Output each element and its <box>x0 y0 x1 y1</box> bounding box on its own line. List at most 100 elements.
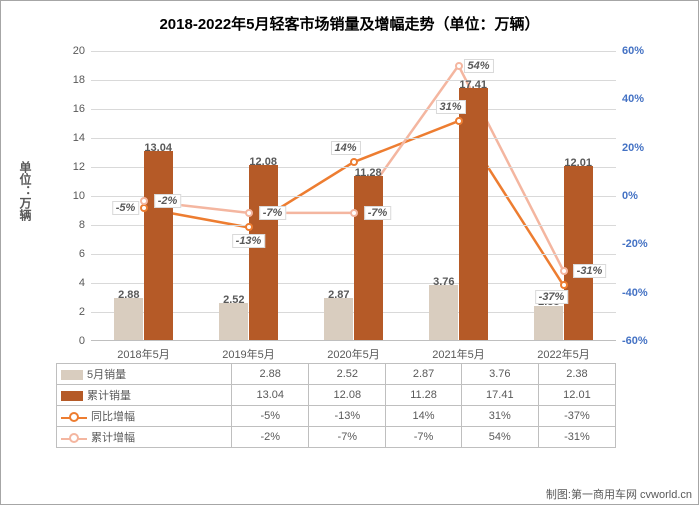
ytick-left: 16 <box>73 103 85 115</box>
legend-label: 5月销量 <box>87 369 126 381</box>
table-cell: 12.08 <box>309 385 386 406</box>
table-cell: 2.87 <box>386 364 461 385</box>
table-cell: 12.01 <box>538 385 615 406</box>
table-cell: 13.04 <box>232 385 309 406</box>
table-row: 同比增幅-5%-13%14%31%-37% <box>57 406 616 427</box>
bar-label: 13.04 <box>144 142 172 154</box>
table-cell: 3.76 <box>461 364 538 385</box>
legend-label: 累计销量 <box>87 390 131 402</box>
bar-label: 2.52 <box>223 294 244 306</box>
ytick-right: -20% <box>622 238 648 250</box>
bar-label: 12.08 <box>249 156 277 168</box>
point-label: -13% <box>232 234 266 248</box>
point-label: -31% <box>573 264 607 278</box>
marker-cum_yoy <box>245 209 253 217</box>
point-label: -2% <box>154 194 182 208</box>
table-row: 5月销量 2.882.522.873.762.38 <box>57 364 616 385</box>
ytick-left: 0 <box>79 335 85 347</box>
xtick: 2021年5月 <box>432 346 485 362</box>
legend-line-icon <box>61 433 87 443</box>
y-axis-left-label: 单位：万辆 <box>17 161 34 221</box>
bar-label: 17.41 <box>459 79 487 91</box>
bar-may_sales <box>114 298 143 340</box>
table-cell: 11.28 <box>386 385 461 406</box>
marker-cum_yoy <box>455 62 463 70</box>
legend-label: 累计增幅 <box>91 432 135 444</box>
table-cell: 2.88 <box>232 364 309 385</box>
legend-line-icon <box>61 412 87 422</box>
bar-cum_sales <box>249 165 278 340</box>
y-axis-left-label-wrap: 单位：万辆 <box>17 161 34 226</box>
ytick-left: 10 <box>73 190 85 202</box>
table-cell: 31% <box>461 406 538 427</box>
ytick-right: 20% <box>622 142 644 154</box>
bar-may_sales <box>324 298 353 340</box>
ytick-right: 0% <box>622 190 638 202</box>
xtick: 2018年5月 <box>117 346 170 362</box>
credit-text: 制图:第一商用车网 cvworld.cn <box>546 486 692 502</box>
chart-area: 02468101214161820-60%-40%-20%0%20%40%60%… <box>91 51 616 341</box>
ytick-left: 20 <box>73 45 85 57</box>
ytick-right: -40% <box>622 287 648 299</box>
marker-yoy <box>245 223 253 231</box>
xtick: 2020年5月 <box>327 346 380 362</box>
ytick-left: 12 <box>73 161 85 173</box>
point-label: -7% <box>259 206 287 220</box>
point-label: -37% <box>535 290 569 304</box>
ytick-left: 14 <box>73 132 85 144</box>
ytick-right: 40% <box>622 93 644 105</box>
bar-label: 3.76 <box>433 276 454 288</box>
bar-cum_sales <box>564 166 593 340</box>
bar-label: 2.88 <box>118 289 139 301</box>
bar-cum_sales <box>354 176 383 340</box>
ytick-right: 60% <box>622 45 644 57</box>
table-cell: 2.52 <box>309 364 386 385</box>
bar-label: 12.01 <box>564 157 592 169</box>
table-cell: -37% <box>538 406 615 427</box>
chart-title: 2018-2022年5月轻客市场销量及增幅走势（单位：万辆） <box>1 1 698 34</box>
ytick-left: 4 <box>79 277 85 289</box>
table-cell: -2% <box>232 427 309 448</box>
gridline <box>91 51 616 52</box>
bar-may_sales <box>219 303 248 340</box>
legend-label: 同比增幅 <box>91 411 135 423</box>
point-label: 14% <box>330 141 360 155</box>
gridline <box>91 138 616 139</box>
marker-yoy <box>140 204 148 212</box>
point-label: 54% <box>463 59 493 73</box>
ytick-left: 8 <box>79 219 85 231</box>
bar-may_sales <box>429 285 458 340</box>
bar-label: 2.87 <box>328 289 349 301</box>
bar-cum_sales <box>459 88 488 340</box>
bar-may_sales <box>534 306 563 341</box>
gridline <box>91 80 616 81</box>
table-cell: -5% <box>232 406 309 427</box>
plot-area: 02468101214161820-60%-40%-20%0%20%40%60%… <box>91 51 616 341</box>
marker-yoy <box>350 158 358 166</box>
gridline <box>91 109 616 110</box>
legend-cell: 5月销量 <box>57 364 232 385</box>
point-label: -7% <box>364 206 392 220</box>
data-table: 5月销量 2.882.522.873.762.38 累计销量 13.0412.0811… <box>56 363 616 448</box>
table-cell: -7% <box>386 427 461 448</box>
table-row: 累计增幅-2%-7%-7%54%-31% <box>57 427 616 448</box>
xtick: 2019年5月 <box>222 346 275 362</box>
marker-yoy <box>560 281 568 289</box>
table-cell: 2.38 <box>538 364 615 385</box>
table-cell: 54% <box>461 427 538 448</box>
chart-container: 2018-2022年5月轻客市场销量及增幅走势（单位：万辆） 单位：万辆 024… <box>0 0 699 505</box>
ytick-right: -60% <box>622 335 648 347</box>
table-cell: 14% <box>386 406 461 427</box>
legend-swatch <box>61 370 83 380</box>
point-label: 31% <box>435 100 465 114</box>
ytick-left: 2 <box>79 306 85 318</box>
legend-cell: 累计销量 <box>57 385 232 406</box>
table-cell: 17.41 <box>461 385 538 406</box>
marker-cum_yoy <box>140 197 148 205</box>
table-row: 累计销量 13.0412.0811.2817.4112.01 <box>57 385 616 406</box>
bar-label: 11.28 <box>355 167 382 179</box>
marker-yoy <box>455 117 463 125</box>
legend-cell: 同比增幅 <box>57 406 232 427</box>
bar-cum_sales <box>144 151 173 340</box>
ytick-left: 6 <box>79 248 85 260</box>
